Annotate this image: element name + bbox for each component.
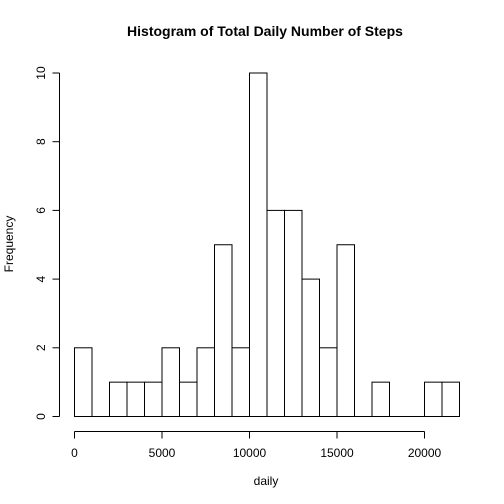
histogram-bar-0 xyxy=(74,347,93,417)
histogram-bar-15 xyxy=(336,244,355,417)
y-axis: 0 2 4 6 8 10 xyxy=(34,66,60,420)
y-tick-label-1: 2 xyxy=(34,344,48,351)
histogram-bar-13 xyxy=(301,278,320,417)
chart-title: Histogram of Total Daily Number of Steps xyxy=(127,23,403,39)
histogram-bar-20 xyxy=(424,381,443,417)
x-tick-label-1: 5000 xyxy=(149,446,176,460)
bars-group xyxy=(74,72,460,417)
x-axis-label: daily xyxy=(254,474,279,488)
y-tick-label-2: 4 xyxy=(34,275,48,282)
y-tick-label-3: 6 xyxy=(34,207,48,214)
histogram-bar-14 xyxy=(319,347,338,417)
histogram-bar-3 xyxy=(126,381,145,417)
histogram-bar-21 xyxy=(441,381,460,417)
y-tick-label-0: 0 xyxy=(34,413,48,420)
x-tick-label-0: 0 xyxy=(71,446,78,460)
y-tick-label-4: 8 xyxy=(34,138,48,145)
x-tick-label-2: 10000 xyxy=(233,446,267,460)
x-tick-label-3: 15000 xyxy=(320,446,354,460)
histogram-bar-8 xyxy=(214,244,233,417)
histogram-bar-7 xyxy=(196,347,215,417)
x-tick-label-4: 20000 xyxy=(408,446,442,460)
histogram-bar-9 xyxy=(231,347,250,417)
histogram-bar-2 xyxy=(109,381,128,417)
histogram-bar-6 xyxy=(179,381,198,417)
histogram-bar-4 xyxy=(144,381,163,417)
histogram-bar-11 xyxy=(266,209,285,417)
histogram-bar-12 xyxy=(284,209,303,417)
histogram-bar-5 xyxy=(161,347,180,417)
y-axis-label: Frequency xyxy=(2,216,16,273)
y-tick-label-5: 10 xyxy=(34,66,48,80)
x-axis: 0 5000 10000 15000 20000 xyxy=(71,431,442,460)
histogram-bar-10 xyxy=(249,72,268,417)
histogram-bar-17 xyxy=(371,381,390,417)
